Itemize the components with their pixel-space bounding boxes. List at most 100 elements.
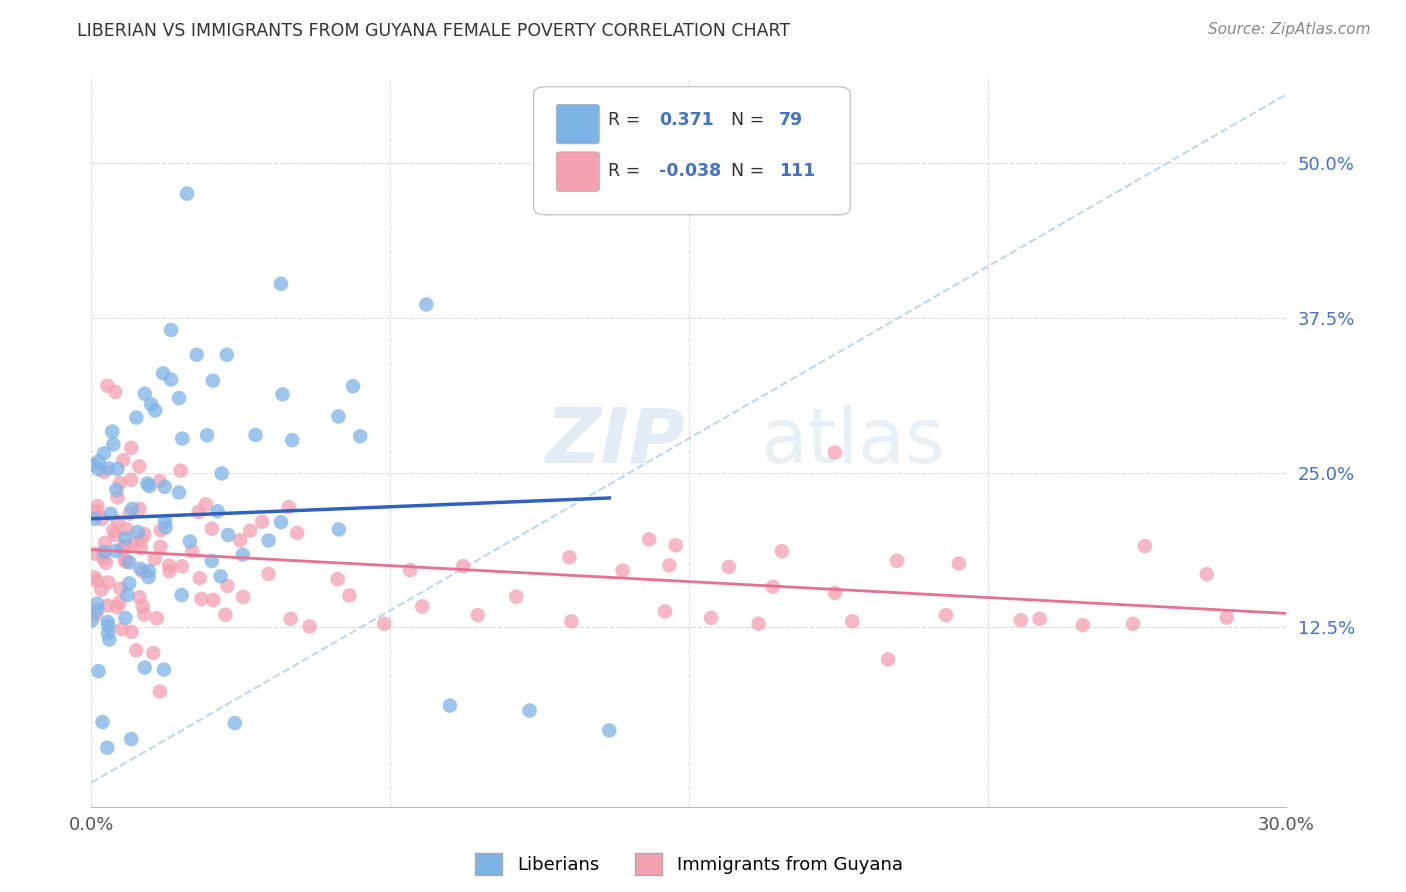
Point bbox=[112, 541, 135, 555]
Point bbox=[87, 462, 110, 476]
Legend: Liberians, Immigrants from Guyana: Liberians, Immigrants from Guyana bbox=[468, 846, 910, 882]
Point bbox=[224, 715, 246, 730]
Point bbox=[560, 615, 582, 629]
Point bbox=[112, 540, 135, 554]
Point bbox=[270, 277, 292, 291]
Point bbox=[83, 570, 105, 584]
Point bbox=[176, 186, 198, 201]
Point bbox=[153, 514, 176, 528]
Point bbox=[1028, 612, 1050, 626]
Point bbox=[141, 397, 162, 411]
Point bbox=[152, 367, 174, 381]
Point bbox=[128, 591, 150, 605]
Text: 111: 111 bbox=[779, 162, 815, 180]
Point bbox=[80, 614, 103, 628]
Point bbox=[117, 588, 139, 602]
Point bbox=[129, 541, 152, 555]
Point bbox=[770, 544, 793, 558]
Point bbox=[169, 464, 191, 478]
Point bbox=[120, 441, 142, 455]
Point bbox=[281, 433, 304, 447]
Point bbox=[658, 558, 681, 573]
Point bbox=[467, 608, 489, 623]
Point bbox=[665, 538, 688, 552]
Point bbox=[93, 545, 115, 559]
Point bbox=[93, 551, 115, 566]
Point bbox=[97, 461, 120, 475]
Point bbox=[877, 652, 900, 666]
Point bbox=[271, 387, 294, 401]
Point bbox=[97, 619, 120, 633]
Point bbox=[1195, 567, 1218, 582]
Point bbox=[121, 501, 143, 516]
Point bbox=[86, 597, 108, 611]
Point bbox=[239, 524, 262, 538]
Point bbox=[202, 593, 225, 607]
Point bbox=[1122, 616, 1144, 631]
Point bbox=[451, 559, 474, 574]
Point bbox=[128, 501, 150, 516]
Point bbox=[86, 504, 108, 518]
Point bbox=[195, 428, 218, 442]
Point bbox=[277, 500, 299, 514]
Point bbox=[87, 664, 110, 678]
Point bbox=[83, 512, 105, 526]
Point bbox=[136, 476, 159, 491]
Point bbox=[179, 534, 201, 549]
Point bbox=[105, 599, 128, 614]
Point bbox=[328, 409, 350, 424]
Point bbox=[207, 504, 229, 518]
Point bbox=[149, 684, 172, 698]
Text: ZIP: ZIP bbox=[546, 405, 685, 478]
Point bbox=[115, 539, 138, 553]
Point bbox=[298, 619, 321, 633]
Point bbox=[257, 533, 280, 548]
Point bbox=[122, 536, 145, 550]
Point bbox=[245, 428, 267, 442]
Point bbox=[107, 514, 129, 528]
Point bbox=[138, 570, 160, 584]
Point bbox=[188, 571, 211, 585]
Point bbox=[654, 604, 676, 618]
Point bbox=[948, 557, 970, 571]
Point bbox=[886, 554, 908, 568]
Point bbox=[97, 615, 120, 629]
Point bbox=[84, 547, 107, 561]
Point bbox=[87, 454, 110, 468]
Point bbox=[97, 626, 120, 640]
Point bbox=[187, 505, 209, 519]
Point bbox=[143, 551, 166, 566]
Point bbox=[108, 475, 131, 490]
Point bbox=[229, 533, 252, 548]
Point bbox=[349, 429, 371, 443]
Point bbox=[118, 576, 141, 591]
Point bbox=[125, 410, 148, 425]
Point bbox=[129, 562, 152, 576]
Point bbox=[232, 548, 254, 562]
Point bbox=[232, 590, 254, 604]
Point bbox=[186, 348, 208, 362]
Point bbox=[115, 555, 138, 569]
Point bbox=[96, 740, 118, 755]
Point bbox=[342, 379, 364, 393]
Point bbox=[326, 572, 349, 586]
Point bbox=[101, 425, 124, 439]
Point bbox=[108, 596, 131, 610]
Point bbox=[96, 378, 118, 392]
Point bbox=[201, 554, 224, 568]
Point bbox=[181, 544, 204, 558]
Point bbox=[118, 555, 141, 569]
Point bbox=[94, 556, 117, 570]
Point bbox=[97, 599, 120, 613]
Point bbox=[190, 592, 212, 607]
Point bbox=[90, 582, 112, 597]
Point bbox=[1215, 610, 1237, 624]
Point bbox=[114, 531, 136, 545]
Point bbox=[105, 483, 128, 497]
Text: atlas: atlas bbox=[761, 405, 945, 478]
Point bbox=[149, 474, 172, 488]
Point bbox=[170, 559, 193, 574]
Point bbox=[201, 374, 224, 388]
Point bbox=[160, 323, 183, 337]
Point bbox=[373, 616, 395, 631]
